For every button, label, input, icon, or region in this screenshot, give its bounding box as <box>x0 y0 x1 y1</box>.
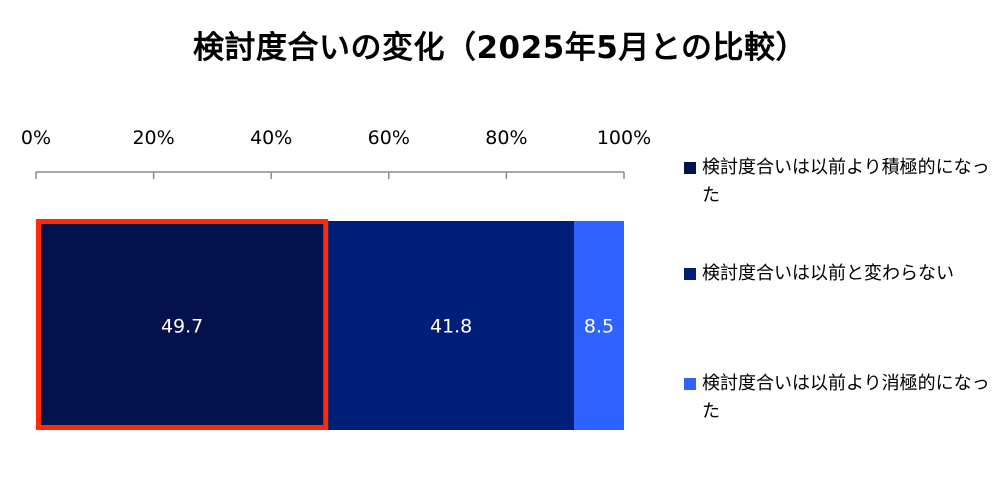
x-axis: 0% 20% 40% 60% 80% 100% <box>21 127 651 179</box>
bar-segment-0 <box>36 221 329 430</box>
legend-swatch-more-active <box>684 162 696 174</box>
legend-label-more-active: 検討度合いは以前より積極的になった <box>702 157 990 206</box>
legend-label-unchanged: 検討度合いは以前と変わらない <box>702 263 954 284</box>
highlight-box <box>36 219 329 430</box>
legend-swatch-less-active <box>684 378 696 390</box>
data-label-2: 8.5 <box>584 316 614 338</box>
x-tick-label: 100% <box>597 127 651 149</box>
x-tick-label: 0% <box>21 127 51 149</box>
data-label-1: 41.8 <box>430 316 472 338</box>
legend-label-less-active: 検討度合いは以前より消極的になった <box>702 373 990 422</box>
bars: 49.7 41.8 8.5 <box>36 219 624 430</box>
legend-item-more-active: 検討度合いは以前より積極的になった <box>684 154 1000 210</box>
bar-segment-1 <box>328 221 575 430</box>
bar-segment-2 <box>574 221 624 430</box>
legend-item-less-active: 検討度合いは以前より消極的になった <box>684 370 1000 426</box>
legend-item-unchanged: 検討度合いは以前と変わらない <box>684 260 1000 288</box>
x-tick-label: 20% <box>132 127 174 149</box>
x-tick-label: 40% <box>250 127 292 149</box>
chart-title: 検討度合いの変化（2025年5月との比較） <box>192 30 808 66</box>
data-label-0: 49.7 <box>161 316 203 338</box>
legend-swatch-unchanged <box>684 268 696 280</box>
x-tick-label: 60% <box>368 127 410 149</box>
x-tick-label: 80% <box>485 127 527 149</box>
